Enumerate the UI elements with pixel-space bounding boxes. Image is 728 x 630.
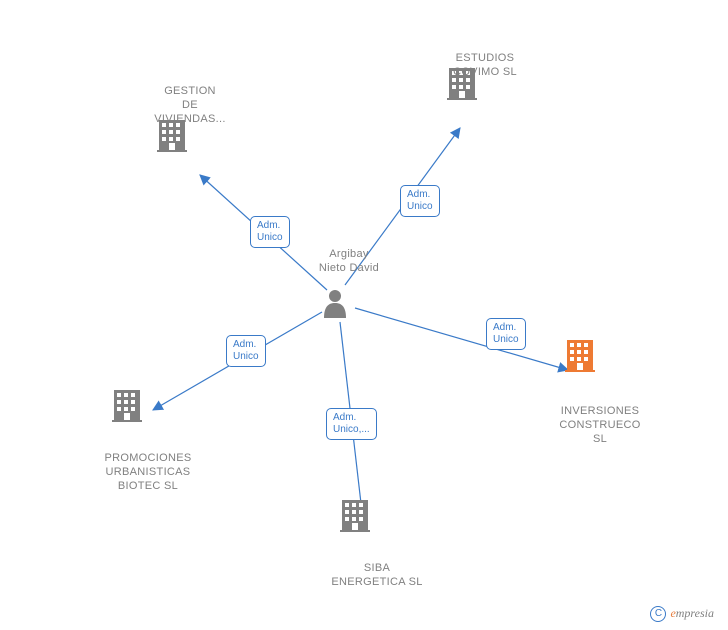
- node-label-promo: PROMOCIONES URBANISTICAS BIOTEC SL: [88, 452, 208, 493]
- copyright-icon: C: [650, 606, 666, 622]
- building-icon-promo: [112, 390, 142, 422]
- edge-label-gestion: Adm. Unico: [250, 216, 290, 248]
- building-icon-siba: [340, 500, 370, 532]
- edge-label-inversiones: Adm. Unico: [486, 318, 526, 350]
- node-label-estudios: ESTUDIOS COVIMO SL: [430, 52, 540, 80]
- network-diagram: [0, 0, 728, 630]
- node-label-inversiones: INVERSIONES CONSTRUECO SL: [545, 405, 655, 446]
- edge-label-siba: Adm. Unico,...: [326, 408, 377, 440]
- center-label: Argibay Nieto David: [304, 248, 394, 276]
- edge-inversiones: [355, 308, 568, 370]
- node-label-siba: SIBA ENERGETICA SL: [317, 562, 437, 590]
- node-label-gestion: GESTION DE VIVIENDAS...: [140, 85, 240, 126]
- building-icon-inversiones: [565, 340, 595, 372]
- footer-attribution: Cempresia: [650, 606, 714, 622]
- edge-label-estudios: Adm. Unico: [400, 185, 440, 217]
- edge-label-promo: Adm. Unico: [226, 335, 266, 367]
- brand-name: empresia: [670, 606, 714, 620]
- person-icon: [324, 290, 346, 318]
